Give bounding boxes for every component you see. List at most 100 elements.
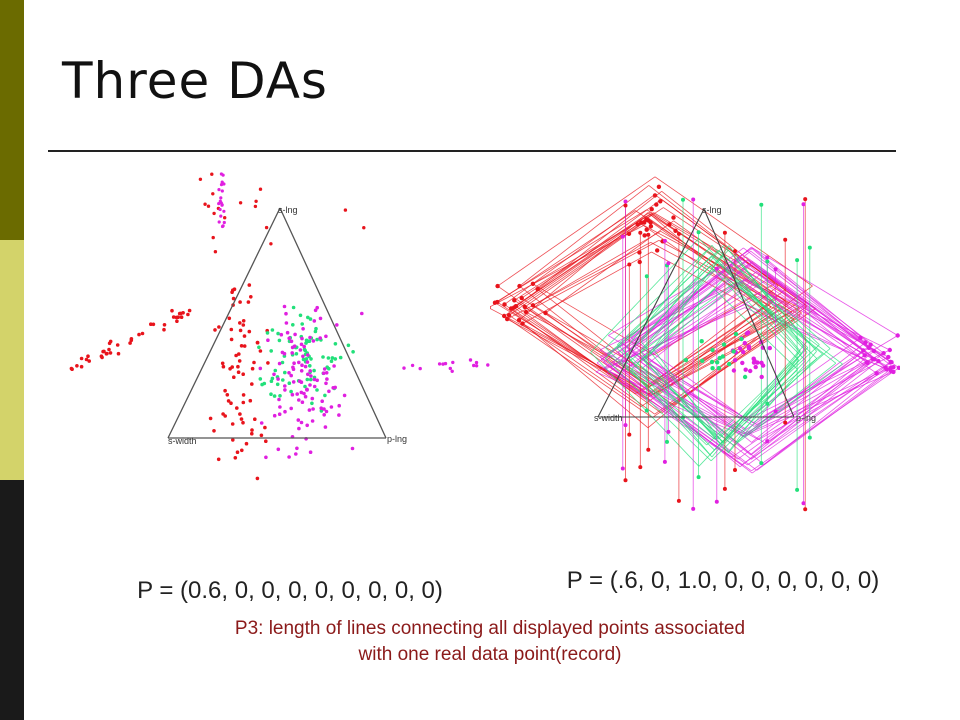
left-point-c — [303, 364, 308, 369]
left-point-c — [298, 379, 302, 383]
left-point-a — [258, 349, 263, 353]
left-point-a — [241, 420, 245, 425]
right-point — [733, 249, 737, 254]
left-point-b — [308, 364, 312, 368]
left-point-a — [128, 341, 132, 345]
right-point — [627, 262, 632, 267]
right-point — [644, 274, 649, 279]
left-point-b — [305, 377, 310, 382]
right-line-a — [640, 314, 774, 408]
right-line-a — [507, 318, 651, 397]
left-point-c — [448, 366, 452, 371]
left-point-c — [280, 350, 285, 355]
right-point-b — [715, 360, 720, 365]
right-point-c — [732, 358, 738, 363]
left-point-a — [229, 401, 233, 405]
left-point-c — [299, 369, 304, 373]
right-line-c — [758, 367, 891, 440]
right-point-a — [637, 259, 642, 265]
left-point-a — [244, 441, 249, 446]
left-point-b — [275, 382, 280, 387]
left-point-c — [315, 378, 320, 383]
right-point — [676, 498, 681, 503]
right-point — [623, 199, 628, 204]
right-line-b — [590, 238, 700, 353]
left-diagram: s-lng s-width p-lng — [69, 172, 490, 481]
left-point-a — [343, 208, 348, 212]
left-point-a — [264, 225, 269, 230]
right-label-left: s-width — [594, 413, 623, 423]
right-line-c — [750, 247, 875, 352]
left-point-c — [319, 406, 324, 410]
left-point-c — [305, 360, 310, 364]
right-line-b — [714, 268, 823, 355]
left-point-c — [324, 381, 328, 386]
right-point-c — [888, 359, 893, 365]
left-point-c — [290, 351, 294, 355]
right-line-b — [736, 362, 837, 443]
left-point-a — [212, 211, 216, 216]
left-point-a — [241, 319, 246, 323]
left-point-c — [402, 366, 406, 370]
left-point-c — [474, 360, 479, 365]
right-point-c — [864, 360, 869, 365]
left-point-c — [295, 446, 299, 451]
side-accent-black — [0, 480, 24, 720]
left-point-c — [308, 369, 313, 373]
left-point-b — [333, 357, 338, 361]
left-point-c — [320, 399, 325, 403]
left-point-c — [443, 361, 448, 366]
left-point-a — [253, 204, 258, 209]
left-point-b — [278, 394, 282, 398]
left-point-c — [472, 363, 476, 368]
left-point-c — [283, 384, 287, 388]
left-point-c — [277, 412, 282, 416]
left-point-c — [277, 361, 282, 366]
right-point-a — [520, 321, 525, 326]
right-line-b — [590, 352, 700, 467]
right-line-c — [731, 362, 868, 458]
right-point — [773, 409, 778, 414]
left-point-c — [324, 371, 329, 375]
right-point-b — [739, 336, 744, 342]
left-point-c — [219, 183, 224, 187]
right-diagram: s-lng s-width p-lng — [490, 176, 900, 512]
left-point-b — [319, 409, 324, 413]
right-point-a — [502, 313, 507, 319]
left-point-b — [300, 322, 304, 326]
left-point-c — [217, 188, 221, 192]
right-point — [807, 245, 812, 250]
left-point-c — [474, 364, 479, 368]
right-point-a — [506, 313, 512, 318]
right-point-a — [637, 250, 642, 255]
left-point-a — [227, 316, 232, 321]
right-line-b — [620, 360, 711, 456]
left-point-c — [284, 321, 289, 325]
right-point — [795, 487, 800, 492]
right-point — [714, 499, 719, 504]
left-point-a — [107, 347, 111, 352]
left-point-c — [333, 385, 338, 390]
left-point-b — [262, 381, 267, 386]
left-point-a — [203, 202, 207, 206]
left-point-c — [332, 364, 336, 368]
right-line-b — [605, 347, 707, 446]
left-point-a — [75, 364, 79, 368]
right-line-a — [504, 194, 655, 305]
right-line-b — [616, 254, 724, 349]
left-point-c — [219, 214, 223, 218]
right-line-c — [640, 280, 766, 363]
right-line-a — [654, 194, 806, 305]
left-point-b — [283, 370, 287, 375]
left-point-b — [310, 401, 314, 406]
right-line-a — [503, 315, 653, 418]
left-point-c — [219, 172, 223, 176]
left-point-b — [269, 379, 274, 383]
right-line-a — [545, 220, 674, 314]
left-point-a — [79, 356, 84, 361]
left-point-c — [298, 348, 303, 352]
right-point-b — [699, 339, 704, 344]
left-point-a — [211, 192, 215, 196]
left-triangle — [167, 207, 387, 439]
left-point-a — [101, 349, 105, 354]
